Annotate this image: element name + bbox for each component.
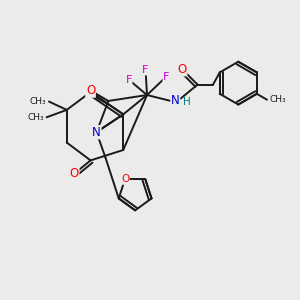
Text: N: N [92, 126, 101, 139]
Text: CH₃: CH₃ [28, 113, 44, 122]
Text: F: F [163, 72, 170, 82]
Text: H: H [183, 98, 190, 107]
Text: O: O [121, 174, 129, 184]
Text: O: O [178, 63, 187, 76]
Text: N: N [171, 94, 180, 107]
Text: O: O [86, 84, 95, 97]
Text: CH₃: CH₃ [30, 97, 46, 106]
Text: F: F [142, 65, 149, 75]
Text: O: O [70, 167, 79, 180]
Text: CH₃: CH₃ [269, 95, 286, 104]
Text: F: F [125, 75, 132, 85]
